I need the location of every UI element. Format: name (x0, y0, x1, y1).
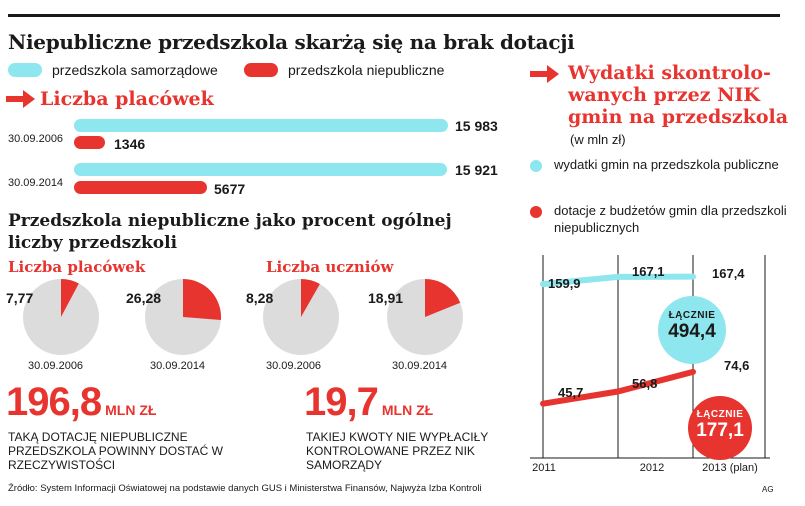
right-legend-private-label: dotacje z budżetów gmin dla przedszkoli … (554, 203, 787, 235)
bar-2006-private-value: 1346 (114, 136, 146, 152)
fact-1-value: 196,8 (6, 380, 102, 424)
right-legend-public: wydatki gmin na przedszkola publiczne (530, 156, 800, 192)
private-total-bubble: ŁĄCZNIE 177,1 (688, 396, 752, 460)
pie-uczniow-2014-value: 18,91 (368, 290, 404, 306)
private-total-value: 177,1 (696, 420, 744, 441)
right-legend-public-label: wydatki gmin na przedszkola publiczne (554, 157, 779, 172)
right-panel-unit: (w mln zł) (570, 132, 626, 147)
legend-private-label: przedszkola niepubliczne (288, 62, 445, 78)
pie-uczniow-2006-date: 30.09.2006 (266, 360, 322, 372)
pie-group-placowki-heading: Liczba placówek (8, 258, 146, 276)
fact-2-number: 19,7 MLN ZŁ (304, 380, 433, 432)
bar-2014-public (74, 163, 447, 176)
count-heading: Liczba placówek (40, 88, 214, 110)
private-2013-value: 74,6 (724, 358, 750, 373)
legend-public-label: przedszkola samorządowe (52, 62, 218, 78)
public-total-caption: ŁĄCZNIE (668, 310, 716, 321)
row-2006-date: 30.09.2006 (8, 133, 64, 145)
pie-uczniow-2006-slice (301, 279, 320, 317)
right-heading-line-2: wanych przez NIK (568, 84, 760, 106)
fact-2-text: Takiej kwoty nie wypłaciły kontrolowane … (306, 430, 489, 472)
pie-placowki-2006-value: 7,77 (6, 290, 34, 306)
right-legend-private: dotacje z budżetów gmin dla przedszkoli … (530, 202, 800, 238)
fact-1-unit: MLN ZŁ (105, 402, 157, 418)
x-label-2013: 2013 (plan) (702, 462, 758, 474)
private-total-caption: ŁĄCZNIE (696, 409, 744, 420)
public-2012-value: 167,1 (632, 264, 665, 279)
right-legend-private-dot (530, 206, 542, 218)
pie-placowki-2006-date: 30.09.2006 (28, 360, 84, 372)
pie-placowki-2014 (145, 279, 222, 355)
bar-2014-private (74, 181, 207, 194)
right-panel-heading: Wydatki skontrolo- wanych przez NIK gmin… (568, 62, 798, 128)
pie-placowki-2014-value: 26,28 (126, 290, 162, 306)
pie-uczniow-2006-value: 8,28 (246, 290, 274, 306)
public-2011-value: 159,9 (548, 276, 581, 291)
bar-2006-private (74, 136, 106, 149)
pie-uczniow-2014-slice (425, 279, 461, 317)
legend-public-swatch (8, 63, 42, 77)
public-2013-value: 167,4 (712, 266, 745, 281)
pie-group-uczniow-heading: Liczba uczniów (266, 258, 394, 276)
public-total-bubble: ŁĄCZNIE 494,4 (658, 296, 726, 364)
bar-2014-private-value: 5677 (214, 181, 246, 197)
legend-public: przedszkola samorządowe (8, 61, 238, 79)
fact-2-value: 19,7 (304, 380, 379, 424)
page-title: Niepubliczne przedszkola skarżą się na b… (8, 30, 575, 54)
fact-1-number: 196,8 MLN ZŁ (6, 380, 156, 432)
credit: AG (762, 485, 774, 494)
right-heading-line-1: Wydatki skontrolo- (568, 62, 771, 84)
bar-2014-public-value: 15 921 (455, 162, 498, 178)
pie-placowki-2014-date: 30.09.2014 (150, 360, 206, 372)
pie-placowki-2006 (23, 279, 99, 355)
row-2014-date: 30.09.2014 (8, 177, 64, 189)
public-total-value: 494,4 (668, 321, 716, 342)
x-label-2012: 2012 (639, 462, 665, 474)
right-legend-public-dot (530, 160, 542, 172)
legend-private-swatch (244, 63, 278, 77)
pie-uczniow-2006 (263, 279, 339, 355)
pie-uczniow-2014 (387, 279, 463, 355)
arrow-icon (6, 90, 35, 108)
right-heading-line-3: gmin na przedszkola (568, 106, 789, 128)
bar-2006-public (74, 119, 448, 132)
top-rule (8, 14, 780, 17)
series-public-line (540, 273, 696, 288)
pie-placowki-2006-slice (61, 279, 79, 317)
right-arrow-icon (530, 65, 559, 83)
source-note: Źródło: System Informacji Oświatowej na … (8, 483, 482, 494)
legend-private: przedszkola niepubliczne (244, 61, 474, 79)
fact-2-unit: MLN ZŁ (381, 402, 434, 418)
x-label-2011: 2011 (532, 462, 556, 474)
private-2011-value: 45,7 (558, 385, 584, 400)
series-private-line (540, 368, 696, 407)
pie-uczniow-2014-date: 30.09.2014 (392, 360, 448, 372)
fact-1-text: Taką dotację niepubliczne przedszkola po… (8, 430, 223, 472)
pie-placowki-2014-slice (183, 279, 222, 321)
private-2012-value: 56,8 (632, 376, 658, 391)
percent-subtitle: Przedszkola niepubliczne jako procent og… (8, 211, 452, 253)
bar-2006-public-value: 15 983 (455, 118, 498, 134)
